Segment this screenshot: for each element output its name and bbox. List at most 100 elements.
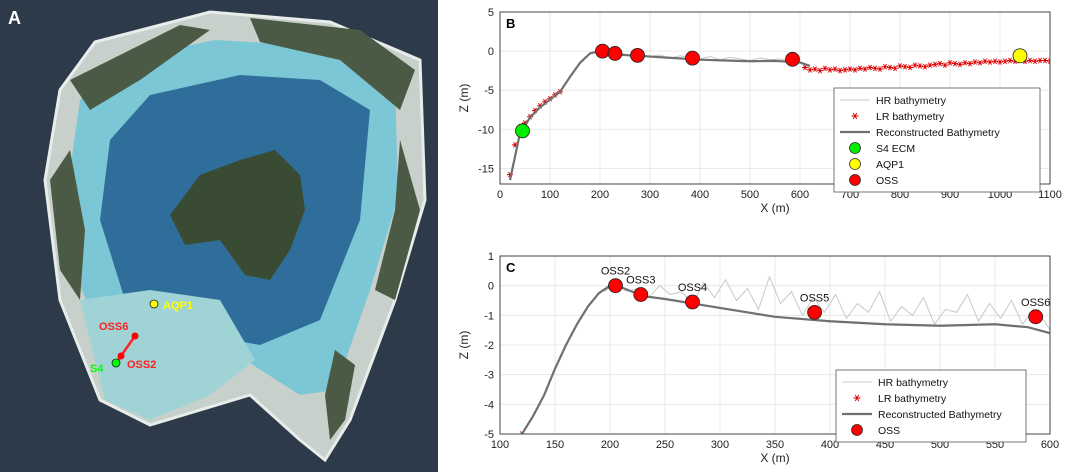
lr-point-11: [802, 64, 808, 71]
central-island: [170, 150, 305, 280]
legend: HR bathymetry LR bathymetry Reconstructed …: [835, 369, 1027, 443]
x-axis-label: X (m): [760, 201, 789, 215]
lr-point-39: [942, 62, 948, 69]
lr-point-34: [917, 63, 923, 69]
x-tick-label-4: 400: [691, 189, 709, 201]
lr-point-19: [842, 67, 848, 73]
lr-point-33: [912, 62, 918, 69]
chart-b: 0 100 200 300 400 500 600 700 800 900 1000 110050-5…: [457, 7, 1062, 215]
x-tick-label-1: 150: [546, 439, 564, 451]
motu-north-west: [70, 25, 210, 110]
lr-point-38: [937, 60, 943, 67]
lr-point-45: [972, 59, 978, 65]
legend-swatch-oss: [849, 174, 861, 186]
x-tick-label-10: 600: [1041, 439, 1059, 451]
x-tick-label-11: 1100: [1038, 189, 1062, 201]
y-tick-label-6: -5: [484, 429, 494, 441]
lr-point-26: [877, 66, 883, 72]
legend-label-oss: OSS: [878, 425, 900, 437]
lr-point-37: [932, 61, 938, 68]
annotation-oss6: OSS6: [1021, 297, 1050, 309]
y-tick-label-2: -5: [484, 85, 494, 97]
x-tick-label-3: 250: [656, 439, 674, 451]
series-line-hr-bathymetry: [604, 275, 1050, 331]
legend-swatch-lr-bathymetry: [853, 394, 861, 402]
annotation-oss2: OSS2: [601, 266, 630, 278]
y-axis-label: Z (m): [457, 331, 471, 360]
lr-point-31: [902, 63, 908, 70]
x-tick-label-3: 300: [641, 189, 659, 201]
legend-label-reconstructed-bathymetry: Reconstructed Bathymetry: [876, 127, 1000, 139]
legend-label-reconstructed-bathymetry: Reconstructed Bathymetry: [878, 409, 1002, 421]
lr-point-28: [887, 64, 893, 71]
oss-point-4: [1028, 309, 1044, 325]
annotation-oss3: OSS3: [626, 275, 655, 287]
south-reef-flat: [80, 290, 255, 420]
panel-label-c: C: [506, 260, 516, 275]
x-tick-label-2: 200: [591, 189, 609, 201]
legend-label-lr-bathymetry: LR bathymetry: [878, 393, 947, 405]
s4-label: S4: [90, 363, 104, 375]
x-tick-label-0: 0: [497, 189, 503, 201]
legend-label-hr-bathymetry: HR bathymetry: [878, 377, 949, 389]
series-group: [507, 43, 1050, 181]
lr-point-23: [862, 66, 868, 72]
lr-point-41: [952, 60, 958, 67]
x-tick-label-6: 600: [791, 189, 809, 201]
oss-point-3: [685, 50, 700, 66]
x-tick-label-5: 350: [766, 439, 784, 451]
series-group: [519, 275, 1050, 434]
panel-label-a: A: [8, 8, 21, 28]
lr-point-15: [822, 65, 828, 72]
lr-point-49: [992, 58, 998, 65]
legend-label-aqp1: AQP1: [876, 159, 904, 171]
lr-point-40: [947, 59, 953, 66]
legend-label-hr-bathymetry: HR bathymetry: [876, 95, 947, 107]
lr-point-25: [872, 65, 878, 72]
lr-point-35: [922, 63, 928, 70]
lr-point-30: [897, 63, 903, 69]
x-tick-label-6: 400: [821, 439, 839, 451]
lr-point-16: [827, 67, 833, 73]
oss2-label: OSS2: [127, 359, 156, 371]
satellite-map-panel: A AQP1 OSS6 OSS2 S4: [0, 0, 438, 472]
lr-point-57: [1032, 58, 1038, 65]
x-tick-label-1: 100: [541, 189, 559, 201]
s4-ecm-point-0: [515, 123, 530, 139]
motu-north-east: [250, 18, 415, 110]
lr-point-43: [962, 59, 968, 66]
s4-marker: [111, 358, 121, 368]
motu-west: [50, 150, 85, 300]
y-tick-label-1: 0: [488, 281, 494, 293]
motu-south-east: [325, 350, 355, 440]
x-tick-label-4: 300: [711, 439, 729, 451]
legend: HR bathymetry LR bathymetry Reconstructed …: [833, 87, 1041, 193]
oss-point-1: [633, 287, 649, 302]
lr-point-47: [982, 58, 988, 65]
lr-point-21: [852, 67, 858, 73]
oss6-label: OSS6: [99, 321, 128, 333]
legend-swatch-lr-bathymetry: [851, 112, 859, 120]
lr-point-14: [817, 67, 823, 74]
x-tick-label-2: 200: [601, 439, 619, 451]
lr-point-36: [927, 62, 933, 69]
aqp1-label: AQP1: [163, 300, 193, 312]
legend-label-oss: OSS: [876, 175, 898, 187]
x-axis-label: X (m): [760, 451, 789, 465]
y-tick-label-4: -3: [484, 370, 494, 382]
lr-point-13: [812, 66, 818, 72]
y-axis-label: Z (m): [457, 84, 471, 113]
chart-c: 100 150 200 250 300 350 400 450 500 550 60010-1-2-…: [457, 251, 1059, 465]
x-tick-label-5: 500: [741, 189, 759, 201]
legend-swatch-aqp1: [849, 158, 861, 170]
x-tick-label-0: 100: [491, 439, 509, 451]
oss-point-3: [807, 304, 823, 320]
oss-point-2: [630, 47, 645, 63]
plot-frame: [499, 11, 1051, 185]
y-tick-label-0: 1: [488, 251, 494, 263]
lr-point-50: [997, 59, 1003, 65]
lr-point-44: [967, 60, 973, 67]
oss6-marker: [131, 332, 139, 340]
lr-point-12: [807, 67, 813, 73]
lr-point-51: [1002, 58, 1008, 65]
